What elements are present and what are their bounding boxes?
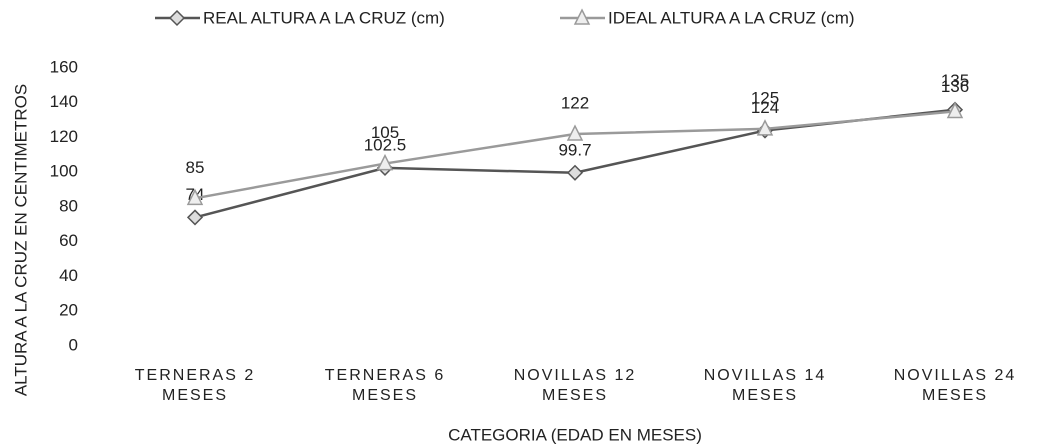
data-label: 105 (371, 123, 399, 142)
point (946, 101, 964, 119)
y-tick-label: 140 (50, 92, 78, 111)
data-label: 122 (561, 94, 589, 113)
data-label: 135 (941, 71, 969, 90)
y-axis-title: ALTURA A LA CRUZ EN CENTIMETROS (11, 84, 30, 396)
y-tick-label: 60 (59, 231, 78, 250)
x-tick-label: NOVILLAS 14 MESES (703, 367, 827, 404)
x-axis-title: CATEGORIA (EDAD EN MESES) (448, 425, 702, 444)
x-tick-label: TERNERAS 2 MESES (134, 367, 256, 404)
data-label: 124 (751, 98, 779, 117)
y-tick-label: 100 (50, 162, 78, 181)
data-label: 136 (941, 77, 969, 96)
data-label: 99.7 (558, 140, 591, 159)
point (168, 9, 186, 27)
legend-label: IDEAL ALTURA A LA CRUZ (cm) (608, 8, 855, 27)
point (566, 124, 584, 141)
y-tick-label: 0 (69, 335, 78, 354)
point (186, 209, 204, 226)
y-tick-label: 80 (59, 196, 78, 215)
y-tick-label: 20 (59, 301, 78, 320)
x-tick-label: NOVILLAS 12 MESES (513, 367, 637, 404)
legend-label: REAL ALTURA A LA CRUZ (cm) (203, 8, 445, 27)
x-tick-label: NOVILLAS 24 MESES (893, 367, 1017, 404)
data-label: 102.5 (364, 135, 407, 154)
point (376, 153, 394, 171)
point (573, 8, 591, 25)
point (186, 188, 204, 206)
y-tick-label: 160 (50, 57, 78, 76)
y-tick-label: 120 (50, 127, 78, 146)
point (566, 164, 584, 181)
data-label: 125 (751, 88, 779, 107)
point (756, 119, 774, 136)
x-tick-label: TERNERAS 6 MESES (324, 367, 446, 404)
data-label: 85 (186, 158, 205, 177)
y-tick-label: 40 (59, 266, 78, 285)
